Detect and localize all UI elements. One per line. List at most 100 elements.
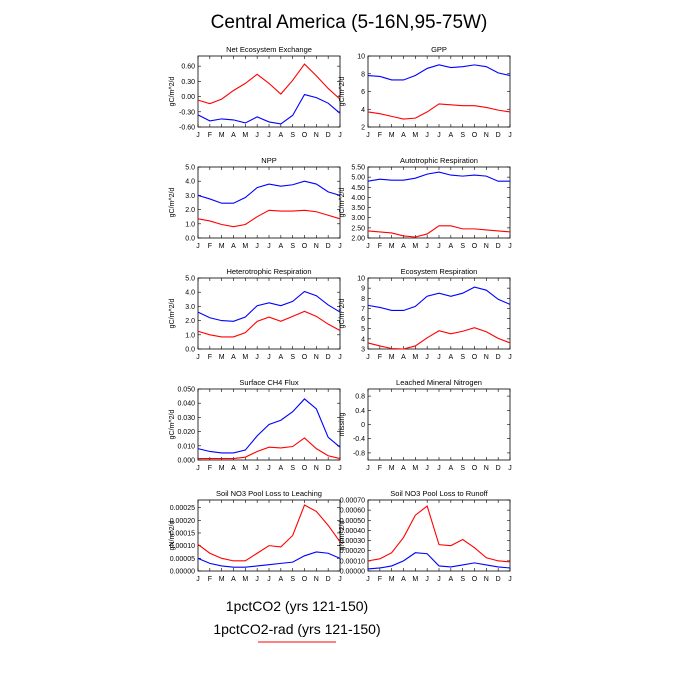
x-tick-label: A: [448, 243, 453, 250]
y-tick-label: 1.0: [185, 221, 195, 228]
x-tick-label: O: [302, 132, 308, 139]
y-tick-label: 0.010: [177, 443, 195, 450]
x-tick-label: D: [496, 465, 501, 472]
y-axis-label: gC/m^2/d: [169, 77, 176, 107]
y-tick-label: 7: [361, 306, 365, 313]
x-tick-label: O: [302, 354, 308, 361]
y-tick-label: 0.00010: [340, 558, 365, 565]
series-line-1: [367, 552, 511, 570]
y-tick-label: 4.50: [351, 185, 365, 192]
y-tick-label: -0.60: [179, 125, 195, 132]
y-axis-label: gC/m^2/d: [169, 188, 176, 218]
x-tick-label: J: [366, 576, 370, 583]
x-tick-label: A: [231, 243, 236, 250]
panel-7: Leached Mineral Nitrogen 0.8 0.4 0 -0.4 -0.8 J…: [339, 378, 512, 472]
x-tick-label: S: [290, 132, 295, 139]
x-tick-label: J: [508, 243, 512, 250]
x-tick-label: J: [196, 243, 200, 250]
y-tick-label: 3: [361, 347, 365, 354]
panel-title: Net Ecosystem Exchange: [226, 45, 312, 54]
x-tick-label: J: [437, 576, 441, 583]
x-tick-label: F: [208, 465, 212, 472]
x-tick-label: A: [448, 354, 453, 361]
series-line-1: [197, 290, 341, 322]
y-tick-label: 3.0: [185, 193, 195, 200]
x-tick-label: J: [196, 465, 200, 472]
y-tick-label: 2.0: [185, 207, 195, 214]
x-tick-label: J: [338, 576, 342, 583]
x-tick-label: J: [437, 132, 441, 139]
y-tick-label: 0.030: [177, 415, 195, 422]
y-tick-label: 0.00000: [170, 569, 195, 576]
y-tick-label: 8: [361, 71, 365, 78]
series-line-1: [367, 171, 510, 182]
y-tick-label: 2.00: [351, 236, 365, 243]
panel-3: Autotrophic Respiration 5.50 5.00 4.50 4.00 3…: [339, 156, 512, 250]
x-tick-label: A: [278, 354, 283, 361]
series-line-2: [367, 505, 511, 563]
y-tick-label: -0.4: [353, 436, 365, 443]
x-tick-label: F: [378, 576, 382, 583]
x-tick-label: S: [290, 243, 295, 250]
y-tick-label: 9: [361, 286, 365, 293]
x-tick-label: F: [378, 354, 382, 361]
x-tick-label: N: [314, 132, 319, 139]
x-tick-label: J: [366, 132, 370, 139]
panel-title: Soil NO3 Pool Loss to Runoff: [390, 489, 488, 498]
x-tick-label: A: [278, 243, 283, 250]
x-tick-label: A: [278, 132, 283, 139]
x-tick-label: O: [302, 243, 308, 250]
y-tick-label: 4.00: [351, 195, 365, 202]
panel-9: Soil NO3 Pool Loss to Runoff 0.00070 0.000…: [339, 489, 512, 583]
x-tick-label: F: [378, 132, 382, 139]
x-tick-label: A: [401, 354, 406, 361]
panel-title: Surface CH4 Flux: [239, 378, 298, 387]
x-tick-label: S: [290, 465, 295, 472]
y-tick-label: 1.0: [185, 332, 195, 339]
plot-frame: [367, 277, 511, 350]
legend-label-2: 1pctCO2-rad (yrs 121-150): [213, 621, 380, 637]
y-axis-label: gN/m^2/d: [339, 521, 346, 551]
x-tick-label: M: [242, 243, 248, 250]
x-tick-label: J: [366, 243, 370, 250]
series-line-2: [367, 103, 511, 120]
y-tick-label: 8: [361, 296, 365, 303]
y-axis-label: gC/m^2/d: [169, 410, 176, 440]
y-tick-label: 3.50: [351, 205, 365, 212]
x-tick-label: J: [267, 132, 271, 139]
x-tick-label: J: [338, 243, 342, 250]
x-tick-label: M: [412, 354, 418, 361]
x-tick-label: F: [208, 576, 212, 583]
y-tick-label: 0.00025: [170, 505, 195, 512]
y-tick-label: 4.0: [185, 179, 195, 186]
x-tick-label: D: [496, 243, 501, 250]
x-tick-label: D: [496, 132, 501, 139]
y-axis-label: gC/m^2/d: [169, 299, 176, 329]
x-tick-label: J: [196, 576, 200, 583]
x-tick-label: D: [496, 576, 501, 583]
series-line-2: [197, 310, 341, 338]
y-tick-label: 0.60: [181, 64, 195, 71]
x-tick-label: J: [366, 465, 370, 472]
x-tick-label: A: [448, 132, 453, 139]
panel-title: Ecosystem Respiration: [401, 267, 478, 276]
x-tick-label: J: [338, 354, 342, 361]
panel-title: NPP: [261, 156, 276, 165]
x-tick-label: O: [472, 243, 478, 250]
x-tick-label: J: [425, 243, 429, 250]
x-tick-label: M: [219, 465, 225, 472]
y-tick-label: 10: [357, 54, 365, 61]
x-tick-label: J: [267, 465, 271, 472]
y-tick-label: 0.020: [177, 429, 195, 436]
y-tick-label: 0.00030: [340, 538, 365, 545]
y-tick-label: -0.8: [353, 450, 365, 457]
panel-8: Soil NO3 Pool Loss to Leaching 0.00025 0.0…: [169, 489, 342, 583]
x-tick-label: M: [219, 243, 225, 250]
x-tick-label: J: [437, 243, 441, 250]
x-tick-label: J: [255, 132, 259, 139]
x-tick-label: N: [484, 243, 489, 250]
x-tick-label: M: [389, 354, 395, 361]
x-tick-label: J: [508, 354, 512, 361]
x-tick-label: J: [437, 465, 441, 472]
